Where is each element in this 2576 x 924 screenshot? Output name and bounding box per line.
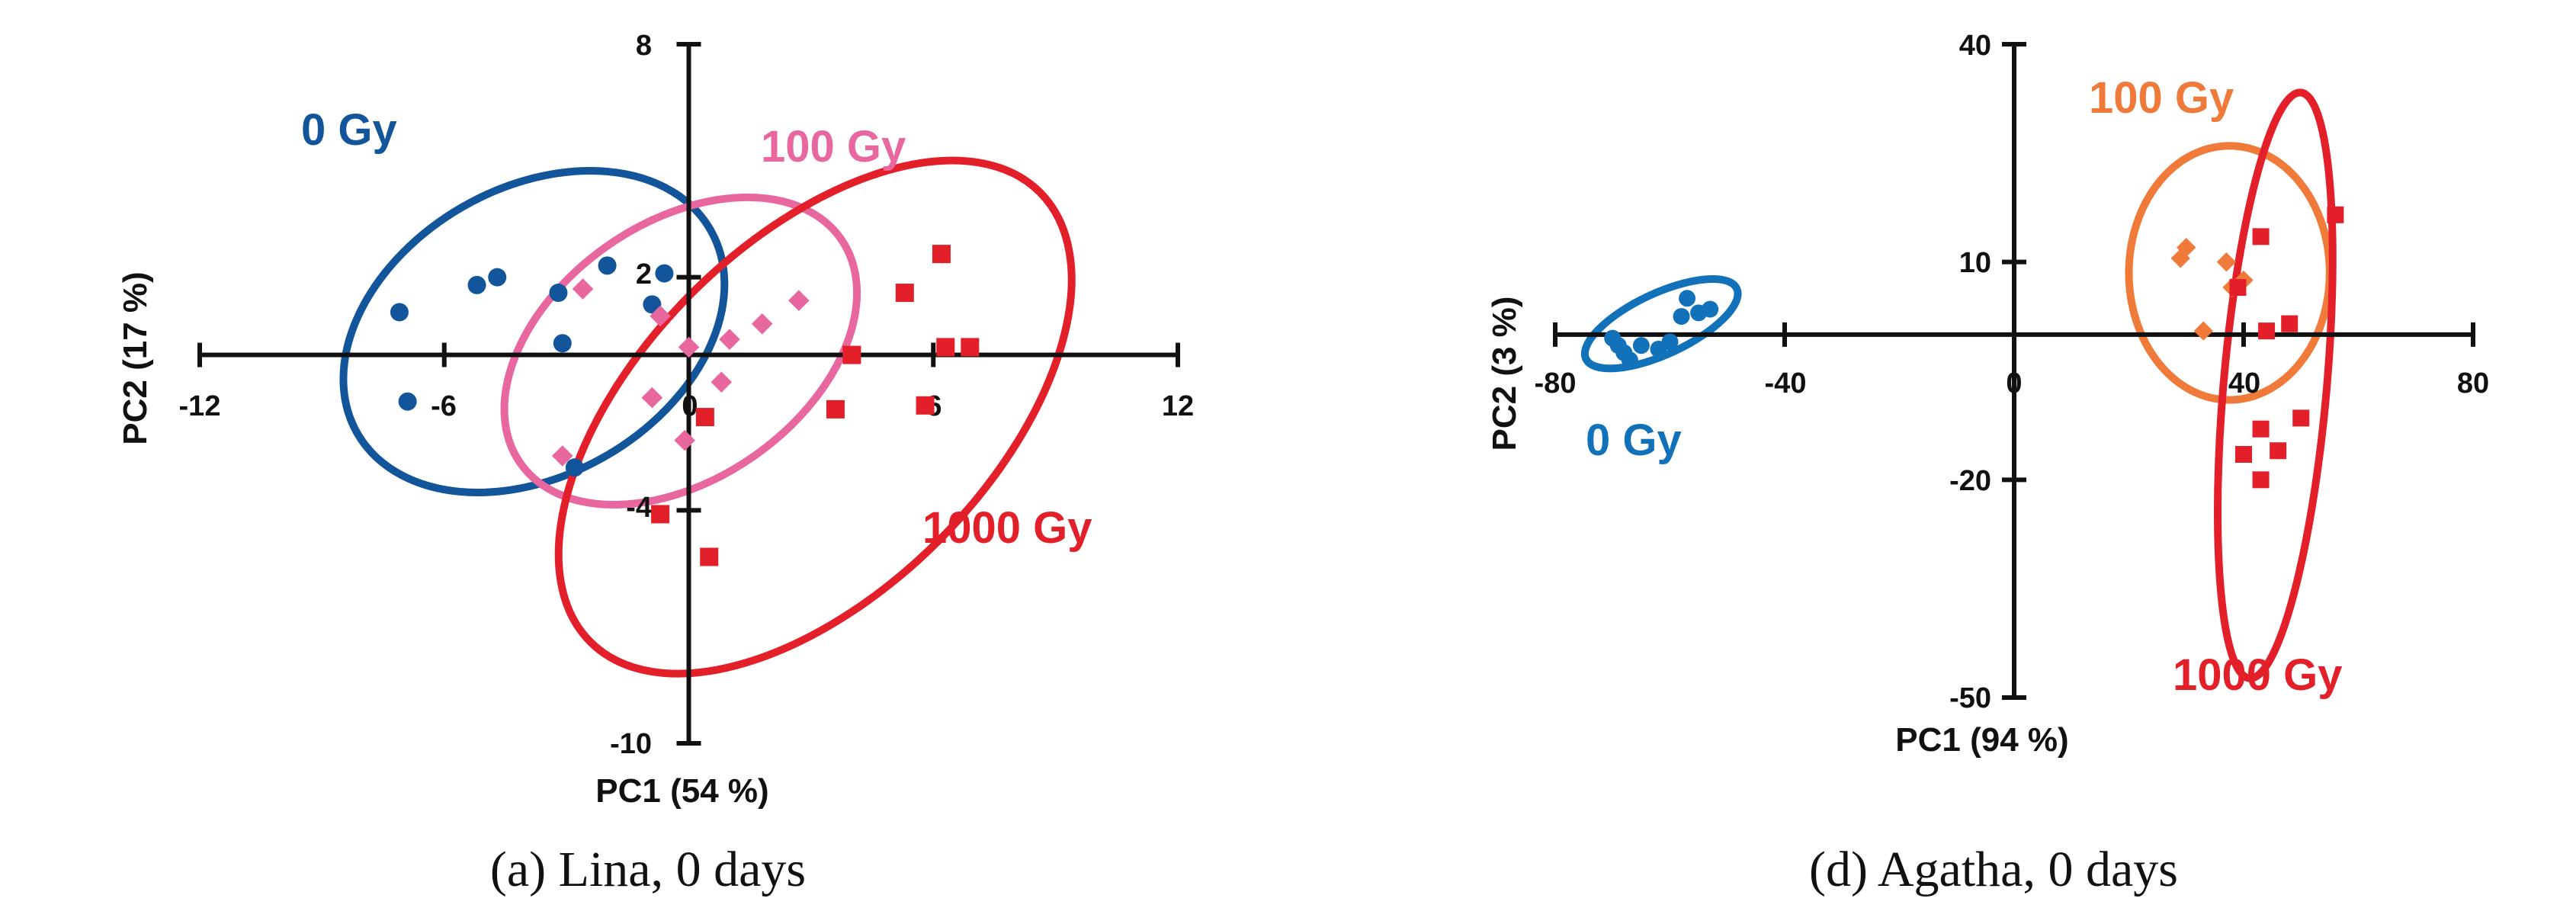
d-point-1000-gy xyxy=(2252,420,2270,438)
d-point-0-gy xyxy=(1679,290,1696,307)
a-point-1000-gy xyxy=(826,399,845,419)
d-point-1000-gy xyxy=(2252,471,2270,489)
a-point-100-gy xyxy=(572,278,594,300)
a-point-100-gy xyxy=(551,445,573,467)
d-x-tick-label: 80 xyxy=(2457,367,2489,399)
d-point-1000-gy xyxy=(2292,409,2310,427)
panel-d-caption: (d) Agatha, 0 days xyxy=(1809,842,2178,897)
d-group-label: 0 Gy xyxy=(1586,415,1682,465)
d-point-1000-gy xyxy=(2229,278,2247,296)
a-y-axis-label: PC2 (17 %) xyxy=(117,271,154,444)
a-y-tick-label: -10 xyxy=(610,728,652,760)
a-y-tick-label: 2 xyxy=(636,258,652,290)
a-point-1000-gy xyxy=(916,396,935,415)
a-x-tick-label: -12 xyxy=(179,390,221,422)
d-x-tick-label: -40 xyxy=(1765,367,1807,399)
a-point-100-gy xyxy=(788,290,810,312)
a-point-1000-gy xyxy=(651,505,670,524)
a-point-0-gy xyxy=(390,303,409,322)
a-group-label: 1000 Gy xyxy=(922,503,1092,553)
d-point-1000-gy xyxy=(2258,322,2276,340)
d-x-tick-label: 0 xyxy=(2006,367,2022,399)
d-point-0-gy xyxy=(1673,308,1690,326)
d-point-0-gy xyxy=(1632,337,1650,355)
d-point-1000-gy xyxy=(2252,228,2270,245)
a-ellipse-1000-gy xyxy=(554,156,1076,678)
d-y-tick-label: 10 xyxy=(1959,247,1991,279)
a-point-100-gy xyxy=(751,313,773,335)
a-point-100-gy xyxy=(719,329,740,350)
a-point-0-gy xyxy=(549,284,568,303)
a-point-100-gy xyxy=(650,305,671,327)
d-point-0-gy xyxy=(1621,351,1638,369)
d-point-0-gy xyxy=(1702,300,1719,318)
a-point-1000-gy xyxy=(842,345,861,364)
a-x-tick-label: -6 xyxy=(431,390,457,422)
d-group-label: 100 Gy xyxy=(2089,73,2234,123)
d-point-1000-gy xyxy=(2281,315,2299,332)
a-point-1000-gy xyxy=(895,284,914,303)
a-point-0-gy xyxy=(565,458,584,477)
d-x-tick-label: 40 xyxy=(2228,367,2260,399)
d-y-tick-label: -50 xyxy=(1949,682,1991,714)
a-point-0-gy xyxy=(553,334,572,353)
a-point-100-gy xyxy=(641,387,663,409)
d-point-100-gy xyxy=(2170,249,2190,268)
a-point-0-gy xyxy=(643,295,662,314)
a-point-100-gy xyxy=(674,429,695,451)
a-point-1000-gy xyxy=(700,547,719,566)
panel-a-caption: (a) Lina, 0 days xyxy=(490,842,806,897)
a-point-0-gy xyxy=(488,268,507,287)
a-point-0-gy xyxy=(598,256,617,275)
d-ellipse-1000-gy xyxy=(2214,88,2337,682)
d-y-axis-label: PC2 (3 %) xyxy=(1486,297,1523,451)
a-point-1000-gy xyxy=(936,338,955,357)
a-point-100-gy xyxy=(678,336,700,358)
d-ellipse-0-gy xyxy=(1580,274,1742,373)
a-point-1000-gy xyxy=(961,338,980,357)
d-point-0-gy xyxy=(1650,340,1667,358)
d-point-0-gy xyxy=(1609,337,1627,355)
a-point-0-gy xyxy=(398,392,417,411)
d-point-100-gy xyxy=(2216,252,2237,272)
d-y-tick-label: -20 xyxy=(1949,465,1991,497)
a-point-0-gy xyxy=(655,264,674,283)
d-x-tick-label: -80 xyxy=(1535,367,1577,399)
a-x-tick-label: 12 xyxy=(1162,390,1194,422)
a-group-label: 100 Gy xyxy=(761,122,906,172)
d-point-100-gy xyxy=(2193,321,2213,341)
d-point-1000-gy xyxy=(2327,206,2344,223)
panel-d-agatha: -80 -40 0 40 80 40 10 -20 -50 PC1 (94 %) PC2 (3 %)… xyxy=(1486,30,2489,897)
a-x-axis-label: PC1 (54 %) xyxy=(595,772,768,810)
a-group-label: 0 Gy xyxy=(301,105,397,155)
d-group-label: 1000 Gy xyxy=(2173,650,2343,700)
a-y-tick-label: 8 xyxy=(636,30,652,62)
d-x-axis-label: PC1 (94 %) xyxy=(1895,721,2068,759)
a-ellipse-100-gy xyxy=(500,193,861,509)
d-point-1000-gy xyxy=(2235,446,2252,464)
a-point-100-gy xyxy=(711,371,733,393)
a-y-tick-label: -4 xyxy=(626,492,652,524)
d-point-1000-gy xyxy=(2270,442,2287,460)
a-point-0-gy xyxy=(467,275,486,294)
d-y-tick-label: 40 xyxy=(1959,30,1991,62)
a-point-1000-gy xyxy=(695,408,714,427)
a-x-tick-label: 0 xyxy=(682,390,698,422)
a-ellipse-0-gy xyxy=(339,167,729,496)
a-point-1000-gy xyxy=(932,245,951,264)
